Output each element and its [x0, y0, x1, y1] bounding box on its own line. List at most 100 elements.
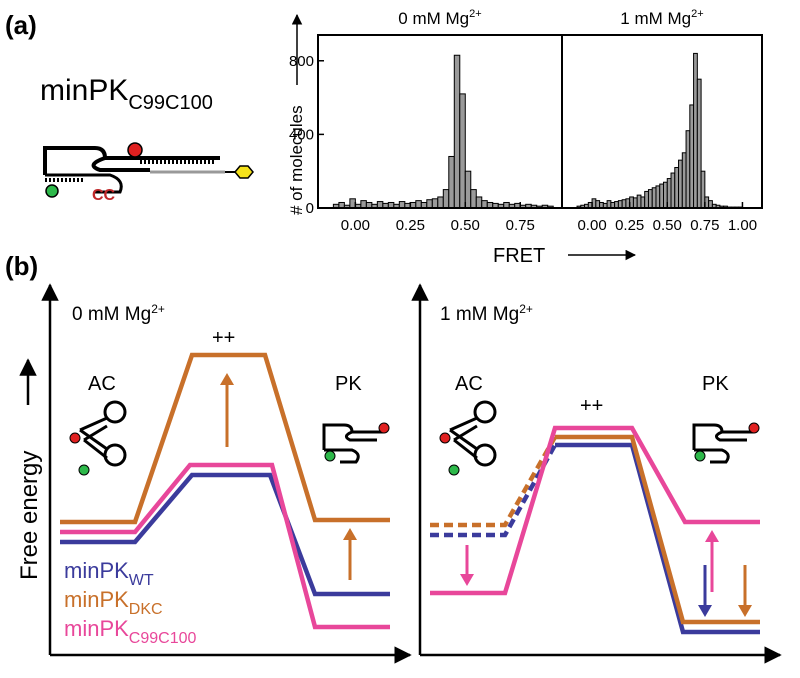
- energy-curve: [430, 443, 557, 538]
- energy-arrowhead: [343, 528, 357, 540]
- bar: [644, 190, 649, 209]
- legend-name: minPK: [64, 616, 129, 641]
- construct-label: minPKC99C100: [40, 74, 213, 114]
- bar: [349, 198, 356, 209]
- bar: [426, 199, 433, 209]
- legend-entry: minPKWT: [64, 558, 154, 589]
- state-icons: [69, 400, 760, 476]
- x-tick-label: 0.00: [341, 217, 370, 234]
- energy-curve: [430, 435, 557, 528]
- x-tick-label: 0.50: [653, 217, 682, 234]
- title-text: 0 mM Mg: [398, 9, 469, 28]
- legend-subscript: WT: [129, 572, 154, 589]
- plot-frame: [561, 34, 763, 209]
- energy-panel-title: 0 mM Mg2+: [72, 302, 165, 325]
- bar: [617, 200, 623, 209]
- legend-subscript: C99C100: [129, 630, 197, 647]
- bar: [481, 200, 488, 209]
- energy-curve: [555, 434, 760, 625]
- energy-y-label: Free energy: [16, 451, 43, 580]
- x-tick-label: 0.25: [396, 217, 425, 234]
- bar: [431, 198, 439, 209]
- energy-arrowhead: [220, 373, 234, 385]
- x-axis-label: FRET: [493, 245, 545, 267]
- y-tick-label: 400: [289, 126, 314, 143]
- construct-icon: [43, 142, 254, 198]
- title-text: 1 mM Mg: [440, 304, 519, 325]
- bar: [693, 52, 698, 209]
- legend-name: minPK: [64, 558, 129, 583]
- bar: [448, 155, 455, 209]
- x-tick-label: 0.75: [690, 217, 719, 234]
- energy-curve: [430, 425, 760, 596]
- mutation-label: CC: [92, 187, 116, 204]
- bar: [621, 199, 627, 209]
- energy-arrowhead: [738, 605, 752, 617]
- bar: [464, 170, 472, 209]
- energy-curves: [60, 352, 760, 635]
- bar: [696, 78, 702, 209]
- bar: [640, 196, 646, 209]
- legend-entry: minPKC99C100: [64, 616, 197, 647]
- title-text: 1 mM Mg: [620, 9, 691, 28]
- panel-label: (b): [5, 251, 38, 281]
- x-tick-label: 0.25: [615, 217, 644, 234]
- title-sup: 2+: [519, 302, 533, 316]
- state-label: PK: [335, 373, 362, 395]
- x-tick-label: 1.00: [728, 217, 757, 234]
- title-sup: 2+: [469, 8, 482, 20]
- bar: [453, 54, 461, 209]
- state-label: ++: [212, 327, 235, 349]
- bar: [437, 196, 444, 209]
- state-label: ++: [580, 395, 603, 417]
- bar: [670, 172, 676, 209]
- legend-subscript: DKC: [129, 601, 163, 618]
- legend-entry: minPKDKC: [64, 587, 163, 618]
- bar: [415, 200, 422, 209]
- title-sup: 2+: [691, 8, 704, 20]
- bar: [632, 197, 638, 209]
- bar: [636, 194, 642, 209]
- construct-subscript: C99C100: [128, 92, 213, 114]
- title-text: 0 mM Mg: [72, 304, 151, 325]
- y-axis-label: # of molecules: [287, 105, 306, 215]
- bar: [659, 183, 665, 209]
- panel-label: (a): [5, 10, 37, 40]
- energy-panel-title: 1 mM Mg2+: [440, 302, 533, 325]
- bar: [685, 130, 691, 209]
- bar: [678, 159, 683, 209]
- bar: [681, 152, 687, 209]
- legend-name: minPK: [64, 587, 129, 612]
- x-tick-label: 0.75: [506, 217, 535, 234]
- state-label: PK: [702, 373, 729, 395]
- energy-arrowhead: [705, 530, 719, 542]
- bar: [442, 189, 450, 209]
- bar: [595, 200, 601, 209]
- bar: [689, 104, 695, 209]
- state-label: AC: [88, 373, 116, 395]
- energy-curve: [60, 352, 390, 525]
- bar: [475, 196, 483, 209]
- x-tick-label: 0.50: [451, 217, 480, 234]
- chart-title: 1 mM Mg2+: [620, 8, 703, 28]
- energy-axes: [19, 283, 782, 664]
- construct-name: minPK: [40, 74, 128, 107]
- energy-arrowhead: [698, 605, 712, 617]
- energy-curve: [60, 462, 390, 630]
- energy-arrowhead: [460, 574, 474, 586]
- bar: [655, 185, 661, 209]
- plot-frame: [317, 34, 563, 209]
- bar: [459, 93, 466, 209]
- bar: [651, 187, 657, 209]
- bar: [606, 200, 612, 209]
- state-label: AC: [455, 373, 483, 395]
- bar: [674, 167, 680, 209]
- chart-title: 0 mM Mg2+: [398, 8, 481, 28]
- bar: [647, 189, 653, 209]
- y-tick-label: 0: [306, 200, 314, 217]
- energy-curve: [555, 442, 760, 635]
- bar: [360, 200, 367, 209]
